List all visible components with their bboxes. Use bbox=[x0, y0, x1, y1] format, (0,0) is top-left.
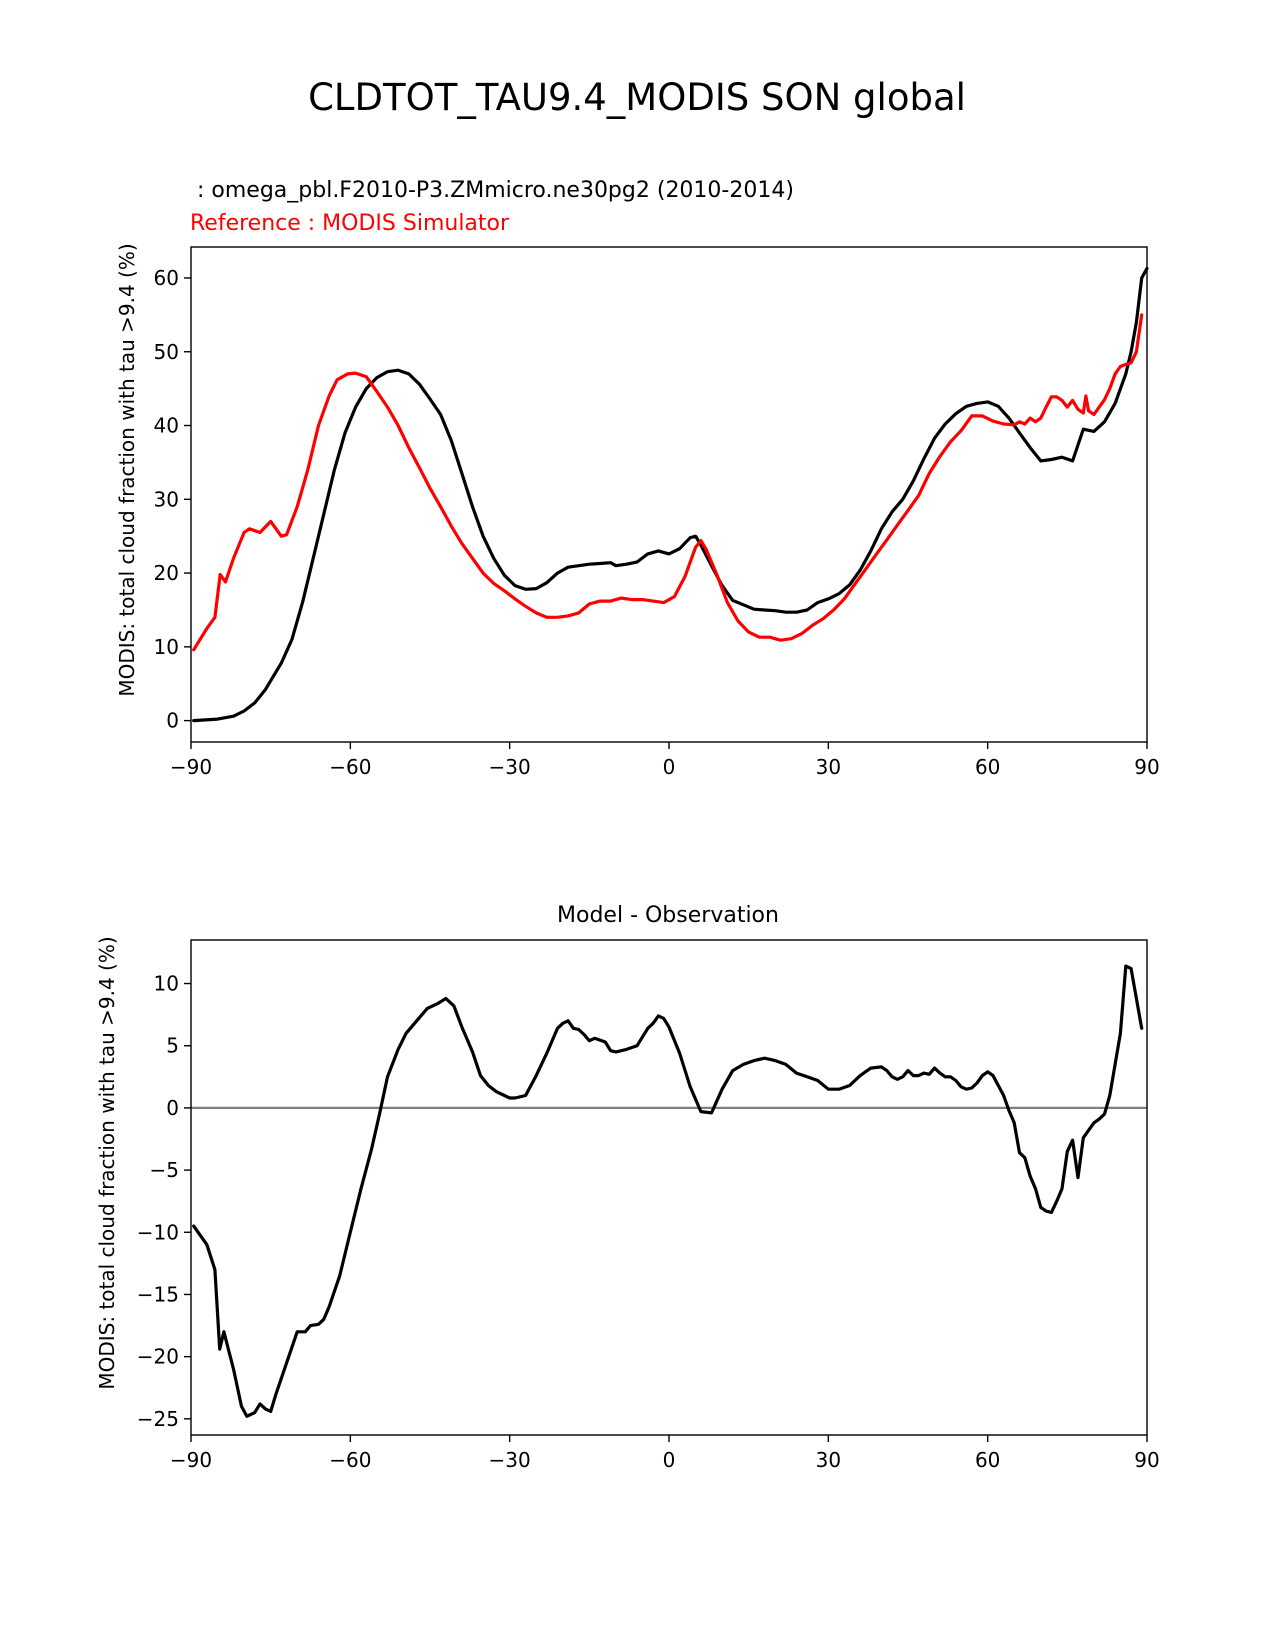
x-tick-label: 60 bbox=[975, 1448, 1000, 1472]
y-axis-label: MODIS: total cloud fraction with tau >9.… bbox=[115, 243, 139, 696]
x-tick-label: −30 bbox=[489, 755, 531, 779]
series-line-test bbox=[192, 266, 1149, 723]
reference-label: Reference : MODIS Simulator bbox=[190, 211, 510, 236]
series-line-reference bbox=[192, 313, 1144, 652]
y-tick-label: 5 bbox=[166, 1034, 179, 1058]
x-tick-label: 30 bbox=[816, 755, 841, 779]
y-tick-label: −5 bbox=[150, 1158, 179, 1182]
x-tick-label: 90 bbox=[1134, 1448, 1159, 1472]
top-panel: : omega_pbl.F2010-P3.ZMmicro.ne30pg2 (20… bbox=[115, 178, 1160, 779]
y-axis-label: MODIS: total cloud fraction with tau >9.… bbox=[95, 936, 119, 1389]
y-tick-label: 40 bbox=[154, 414, 179, 438]
x-tick-label: −90 bbox=[170, 1448, 212, 1472]
x-tick-label: 90 bbox=[1134, 755, 1159, 779]
panel-title: Model - Observation bbox=[557, 903, 779, 928]
x-tick-label: 0 bbox=[663, 755, 676, 779]
y-tick-label: 30 bbox=[154, 487, 179, 511]
test-case-label: : omega_pbl.F2010-P3.ZMmicro.ne30pg2 (20… bbox=[190, 178, 794, 203]
figure-title: CLDTOT_TAU9.4_MODIS SON global bbox=[308, 76, 966, 119]
x-tick-label: 30 bbox=[816, 1448, 841, 1472]
x-tick-label: −60 bbox=[329, 1448, 371, 1472]
y-tick-label: −15 bbox=[137, 1282, 179, 1306]
y-tick-label: 60 bbox=[154, 266, 179, 290]
y-tick-label: 10 bbox=[154, 972, 179, 996]
y-tick-label: −10 bbox=[137, 1220, 179, 1244]
bottom-panel: Model - Observation MODIS: total cloud f… bbox=[95, 903, 1160, 1472]
x-tick-label: −60 bbox=[329, 755, 371, 779]
y-tick-label: 0 bbox=[166, 709, 179, 733]
x-tick-label: 0 bbox=[663, 1448, 676, 1472]
y-tick-label: −25 bbox=[137, 1407, 179, 1431]
y-tick-label: −20 bbox=[137, 1345, 179, 1369]
x-tick-label: −30 bbox=[489, 1448, 531, 1472]
plot-frame bbox=[190, 246, 1148, 743]
y-tick-label: 20 bbox=[154, 561, 179, 585]
series-line-difference bbox=[192, 964, 1144, 1418]
x-tick-label: 60 bbox=[975, 755, 1000, 779]
y-tick-label: 10 bbox=[154, 635, 179, 659]
y-tick-label: 50 bbox=[154, 340, 179, 364]
x-tick-label: −90 bbox=[170, 755, 212, 779]
plot-frame bbox=[190, 939, 1148, 1436]
y-tick-label: 0 bbox=[166, 1096, 179, 1120]
